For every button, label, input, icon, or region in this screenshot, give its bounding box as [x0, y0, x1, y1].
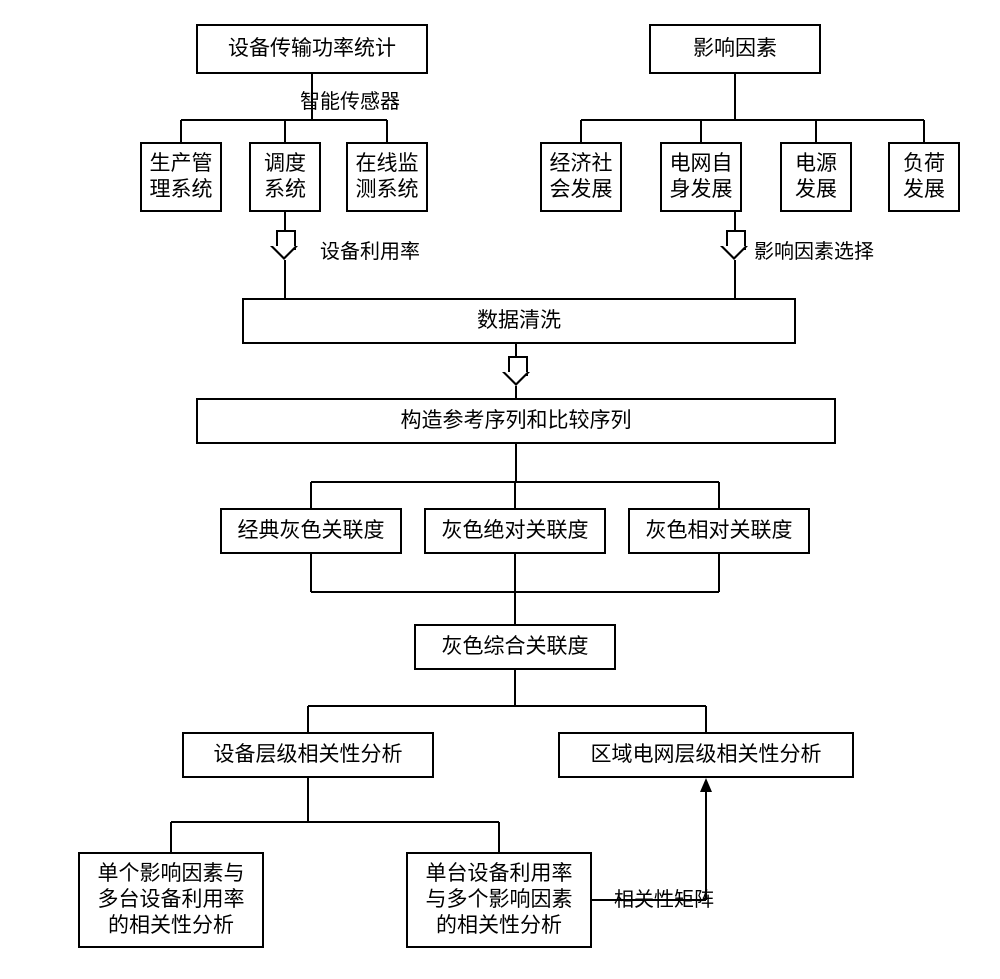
hollow-arrow-icon [502, 356, 530, 386]
label-correlation-matrix: 相关性矩阵 [614, 888, 714, 913]
box-data-cleaning: 数据清洗 [242, 298, 796, 344]
box-grid-self-dev: 电网自 身发展 [660, 142, 742, 212]
box-load-dev: 负荷 发展 [888, 142, 960, 212]
box-production-mgmt: 生产管 理系统 [140, 142, 222, 212]
box-relative-grey: 灰色相对关联度 [628, 508, 810, 554]
hollow-arrow-icon [720, 230, 748, 260]
label-smart-sensor: 智能传感器 [300, 90, 400, 115]
box-classic-grey: 经典灰色关联度 [220, 508, 402, 554]
box-power-source-dev: 电源 发展 [780, 142, 852, 212]
box-dispatch-system: 调度 系统 [249, 142, 321, 212]
box-construct-sequences: 构造参考序列和比较序列 [196, 398, 836, 444]
box-device-power-stats: 设备传输功率统计 [196, 24, 428, 74]
box-influence-factors: 影响因素 [649, 24, 821, 74]
box-absolute-grey: 灰色绝对关联度 [424, 508, 606, 554]
box-device-level-analysis: 设备层级相关性分析 [182, 732, 434, 778]
box-comprehensive-grey: 灰色综合关联度 [414, 624, 616, 670]
box-single-factor-multi-device: 单个影响因素与 多台设备利用率 的相关性分析 [78, 852, 264, 948]
hollow-arrow-icon [270, 230, 298, 260]
box-regional-grid-analysis: 区域电网层级相关性分析 [558, 732, 854, 778]
label-factor-selection: 影响因素选择 [754, 240, 874, 265]
label-device-utilization: 设备利用率 [320, 240, 420, 265]
box-economic-social: 经济社 会发展 [540, 142, 622, 212]
box-single-device-multi-factor: 单台设备利用率 与多个影响因素 的相关性分析 [406, 852, 592, 948]
box-online-monitoring: 在线监 测系统 [346, 142, 428, 212]
